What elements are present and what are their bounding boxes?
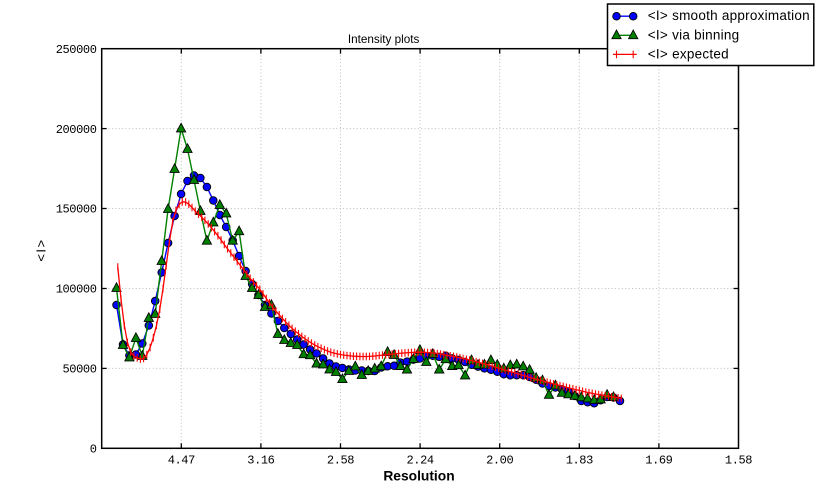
svg-text:2.00: 2.00 bbox=[486, 454, 513, 468]
svg-text:200000: 200000 bbox=[56, 123, 97, 137]
svg-text:250000: 250000 bbox=[56, 43, 97, 57]
svg-text:Intensity plots: Intensity plots bbox=[348, 33, 420, 46]
svg-text:<I>: <I> bbox=[34, 238, 49, 261]
svg-text:1.58: 1.58 bbox=[725, 454, 752, 468]
svg-text:50000: 50000 bbox=[62, 363, 96, 377]
svg-text:1.83: 1.83 bbox=[566, 454, 593, 468]
svg-text:<I> expected: <I> expected bbox=[648, 46, 729, 61]
svg-text:150000: 150000 bbox=[56, 203, 97, 217]
svg-text:<I> smooth approximation: <I> smooth approximation bbox=[648, 8, 810, 23]
svg-text:0: 0 bbox=[90, 443, 97, 457]
svg-text:3.16: 3.16 bbox=[247, 454, 274, 468]
svg-text:<I> via binning: <I> via binning bbox=[648, 27, 740, 42]
svg-text:4.47: 4.47 bbox=[168, 454, 195, 468]
svg-text:1.69: 1.69 bbox=[645, 454, 672, 468]
svg-text:Resolution: Resolution bbox=[383, 469, 454, 484]
svg-text:2.24: 2.24 bbox=[406, 454, 433, 468]
svg-text:2.58: 2.58 bbox=[327, 454, 354, 468]
svg-text:100000: 100000 bbox=[56, 283, 97, 297]
